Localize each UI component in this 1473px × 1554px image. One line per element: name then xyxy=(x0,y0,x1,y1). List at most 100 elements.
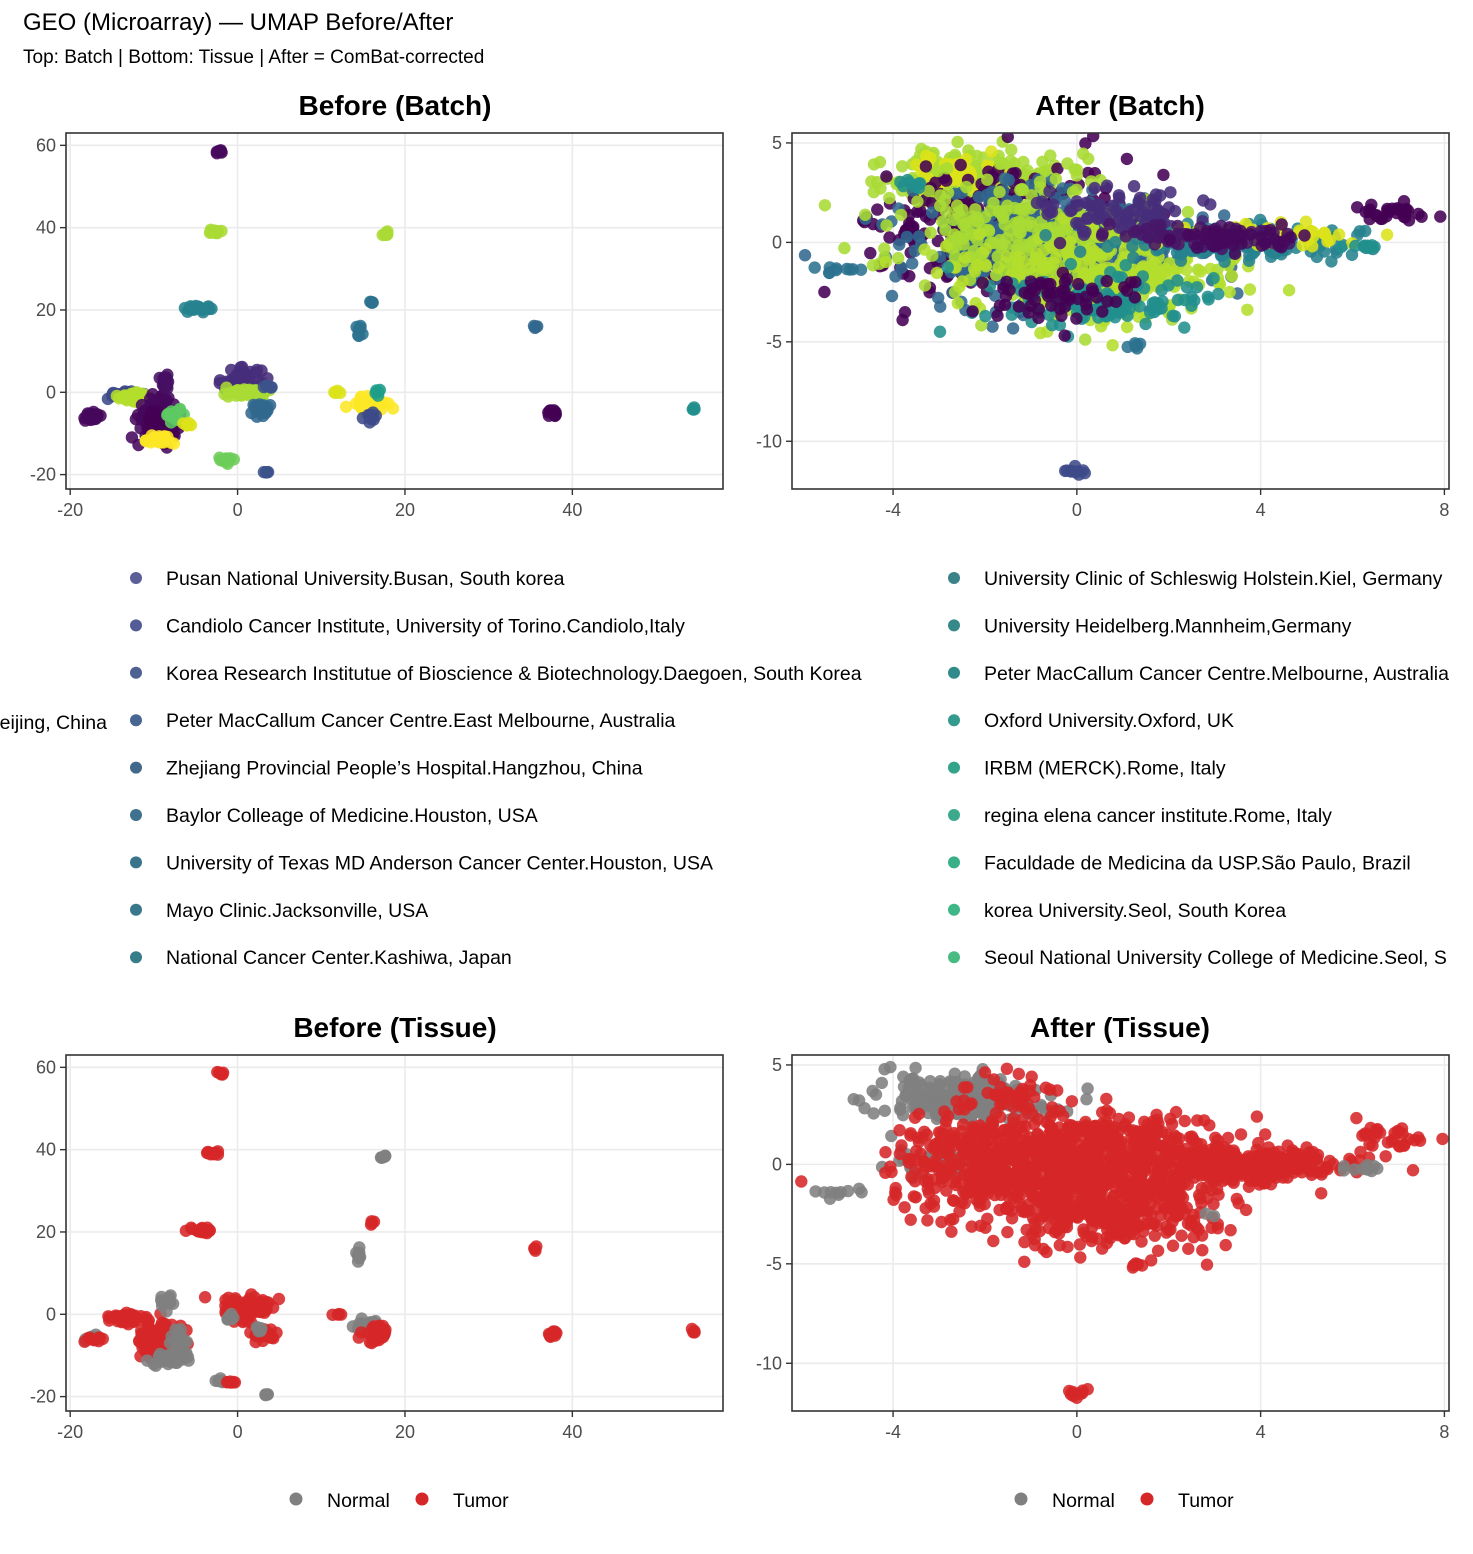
data-point xyxy=(992,1176,1005,1189)
data-point xyxy=(985,1117,999,1130)
data-point xyxy=(896,160,909,173)
data-point xyxy=(843,263,857,276)
data-point xyxy=(926,206,939,219)
data-point xyxy=(1007,1112,1020,1125)
data-point xyxy=(1056,266,1070,279)
data-point xyxy=(249,403,262,416)
data-point xyxy=(1332,228,1346,241)
data-point xyxy=(1113,191,1126,205)
data-point xyxy=(1043,1083,1057,1096)
data-point xyxy=(1157,168,1170,182)
data-point xyxy=(1025,1070,1038,1083)
data-point xyxy=(1000,250,1013,263)
data-point xyxy=(878,242,891,255)
data-point xyxy=(967,244,980,258)
data-point xyxy=(921,1214,934,1227)
data-point xyxy=(1201,290,1215,303)
data-point xyxy=(530,1240,543,1253)
y-tick-label: 0 xyxy=(772,232,782,252)
data-point xyxy=(987,1073,1000,1086)
data-point xyxy=(1065,204,1078,217)
data-point xyxy=(947,213,960,227)
data-point xyxy=(1074,1251,1087,1264)
data-point xyxy=(798,249,812,262)
data-point xyxy=(267,1332,280,1345)
data-point xyxy=(1052,293,1066,307)
data-point xyxy=(940,240,953,253)
data-point xyxy=(548,409,562,423)
data-point xyxy=(958,1161,971,1175)
data-point xyxy=(982,225,996,238)
data-point xyxy=(993,157,1006,170)
panel-border xyxy=(65,132,724,490)
data-point xyxy=(1014,226,1027,239)
data-point xyxy=(981,1170,995,1184)
data-point xyxy=(1244,228,1257,241)
data-point xyxy=(1255,230,1268,243)
data-point xyxy=(918,243,931,256)
data-point xyxy=(350,1246,363,1260)
data-point xyxy=(1058,329,1071,342)
data-point xyxy=(1007,1100,1020,1114)
data-point xyxy=(938,1105,951,1118)
data-point xyxy=(1023,1131,1036,1144)
data-point xyxy=(1171,274,1184,287)
data-point xyxy=(933,1078,946,1091)
figure-title: GEO (Microarray) — UMAP Before/After xyxy=(23,9,453,36)
data-point xyxy=(1012,1067,1025,1081)
data-point xyxy=(1065,1095,1079,1108)
data-point xyxy=(1079,137,1092,150)
x-tick-label: 0 xyxy=(233,1422,243,1442)
data-point xyxy=(367,1321,380,1335)
data-point xyxy=(1043,1162,1056,1175)
data-point xyxy=(1011,1177,1024,1191)
data-point xyxy=(1024,216,1037,229)
data-point xyxy=(214,145,227,158)
data-point xyxy=(1064,257,1078,271)
data-point xyxy=(167,437,181,450)
data-point xyxy=(916,1094,929,1108)
x-tick-label: -4 xyxy=(885,500,901,520)
y-tick-label: 20 xyxy=(36,1222,56,1242)
data-point xyxy=(1115,271,1128,284)
data-point xyxy=(909,1061,922,1075)
data-point xyxy=(125,389,139,402)
data-point xyxy=(1032,311,1045,325)
data-point xyxy=(1135,228,1148,241)
data-point xyxy=(1100,1092,1113,1106)
data-point xyxy=(1081,1082,1094,1095)
data-point xyxy=(1044,149,1057,162)
data-point xyxy=(978,1066,992,1079)
data-point xyxy=(889,1186,902,1199)
data-point xyxy=(1127,251,1140,264)
data-point xyxy=(238,367,252,381)
data-point xyxy=(1180,263,1193,276)
data-point xyxy=(1039,164,1052,178)
data-point xyxy=(192,300,205,314)
data-point xyxy=(194,1223,207,1237)
data-point xyxy=(1077,1226,1091,1239)
data-point xyxy=(1318,245,1331,258)
data-point xyxy=(1218,209,1231,222)
data-point xyxy=(940,174,953,187)
data-point xyxy=(919,1202,932,1215)
data-point xyxy=(1399,211,1412,224)
data-point xyxy=(941,1096,954,1109)
data-point xyxy=(884,1060,897,1074)
data-point xyxy=(940,1184,953,1197)
y-tick-label: 40 xyxy=(36,218,56,238)
data-point xyxy=(976,276,989,290)
data-point xyxy=(1130,342,1144,355)
x-tick-label: -20 xyxy=(57,1422,83,1442)
data-point xyxy=(949,1178,963,1192)
data-point xyxy=(688,403,701,416)
data-point xyxy=(883,231,896,244)
data-point xyxy=(905,1170,918,1184)
data-point xyxy=(219,452,232,465)
data-point xyxy=(1318,226,1331,239)
data-point xyxy=(930,266,944,280)
data-point xyxy=(1028,283,1042,297)
data-point xyxy=(996,1098,1010,1111)
data-point xyxy=(1026,1107,1039,1121)
